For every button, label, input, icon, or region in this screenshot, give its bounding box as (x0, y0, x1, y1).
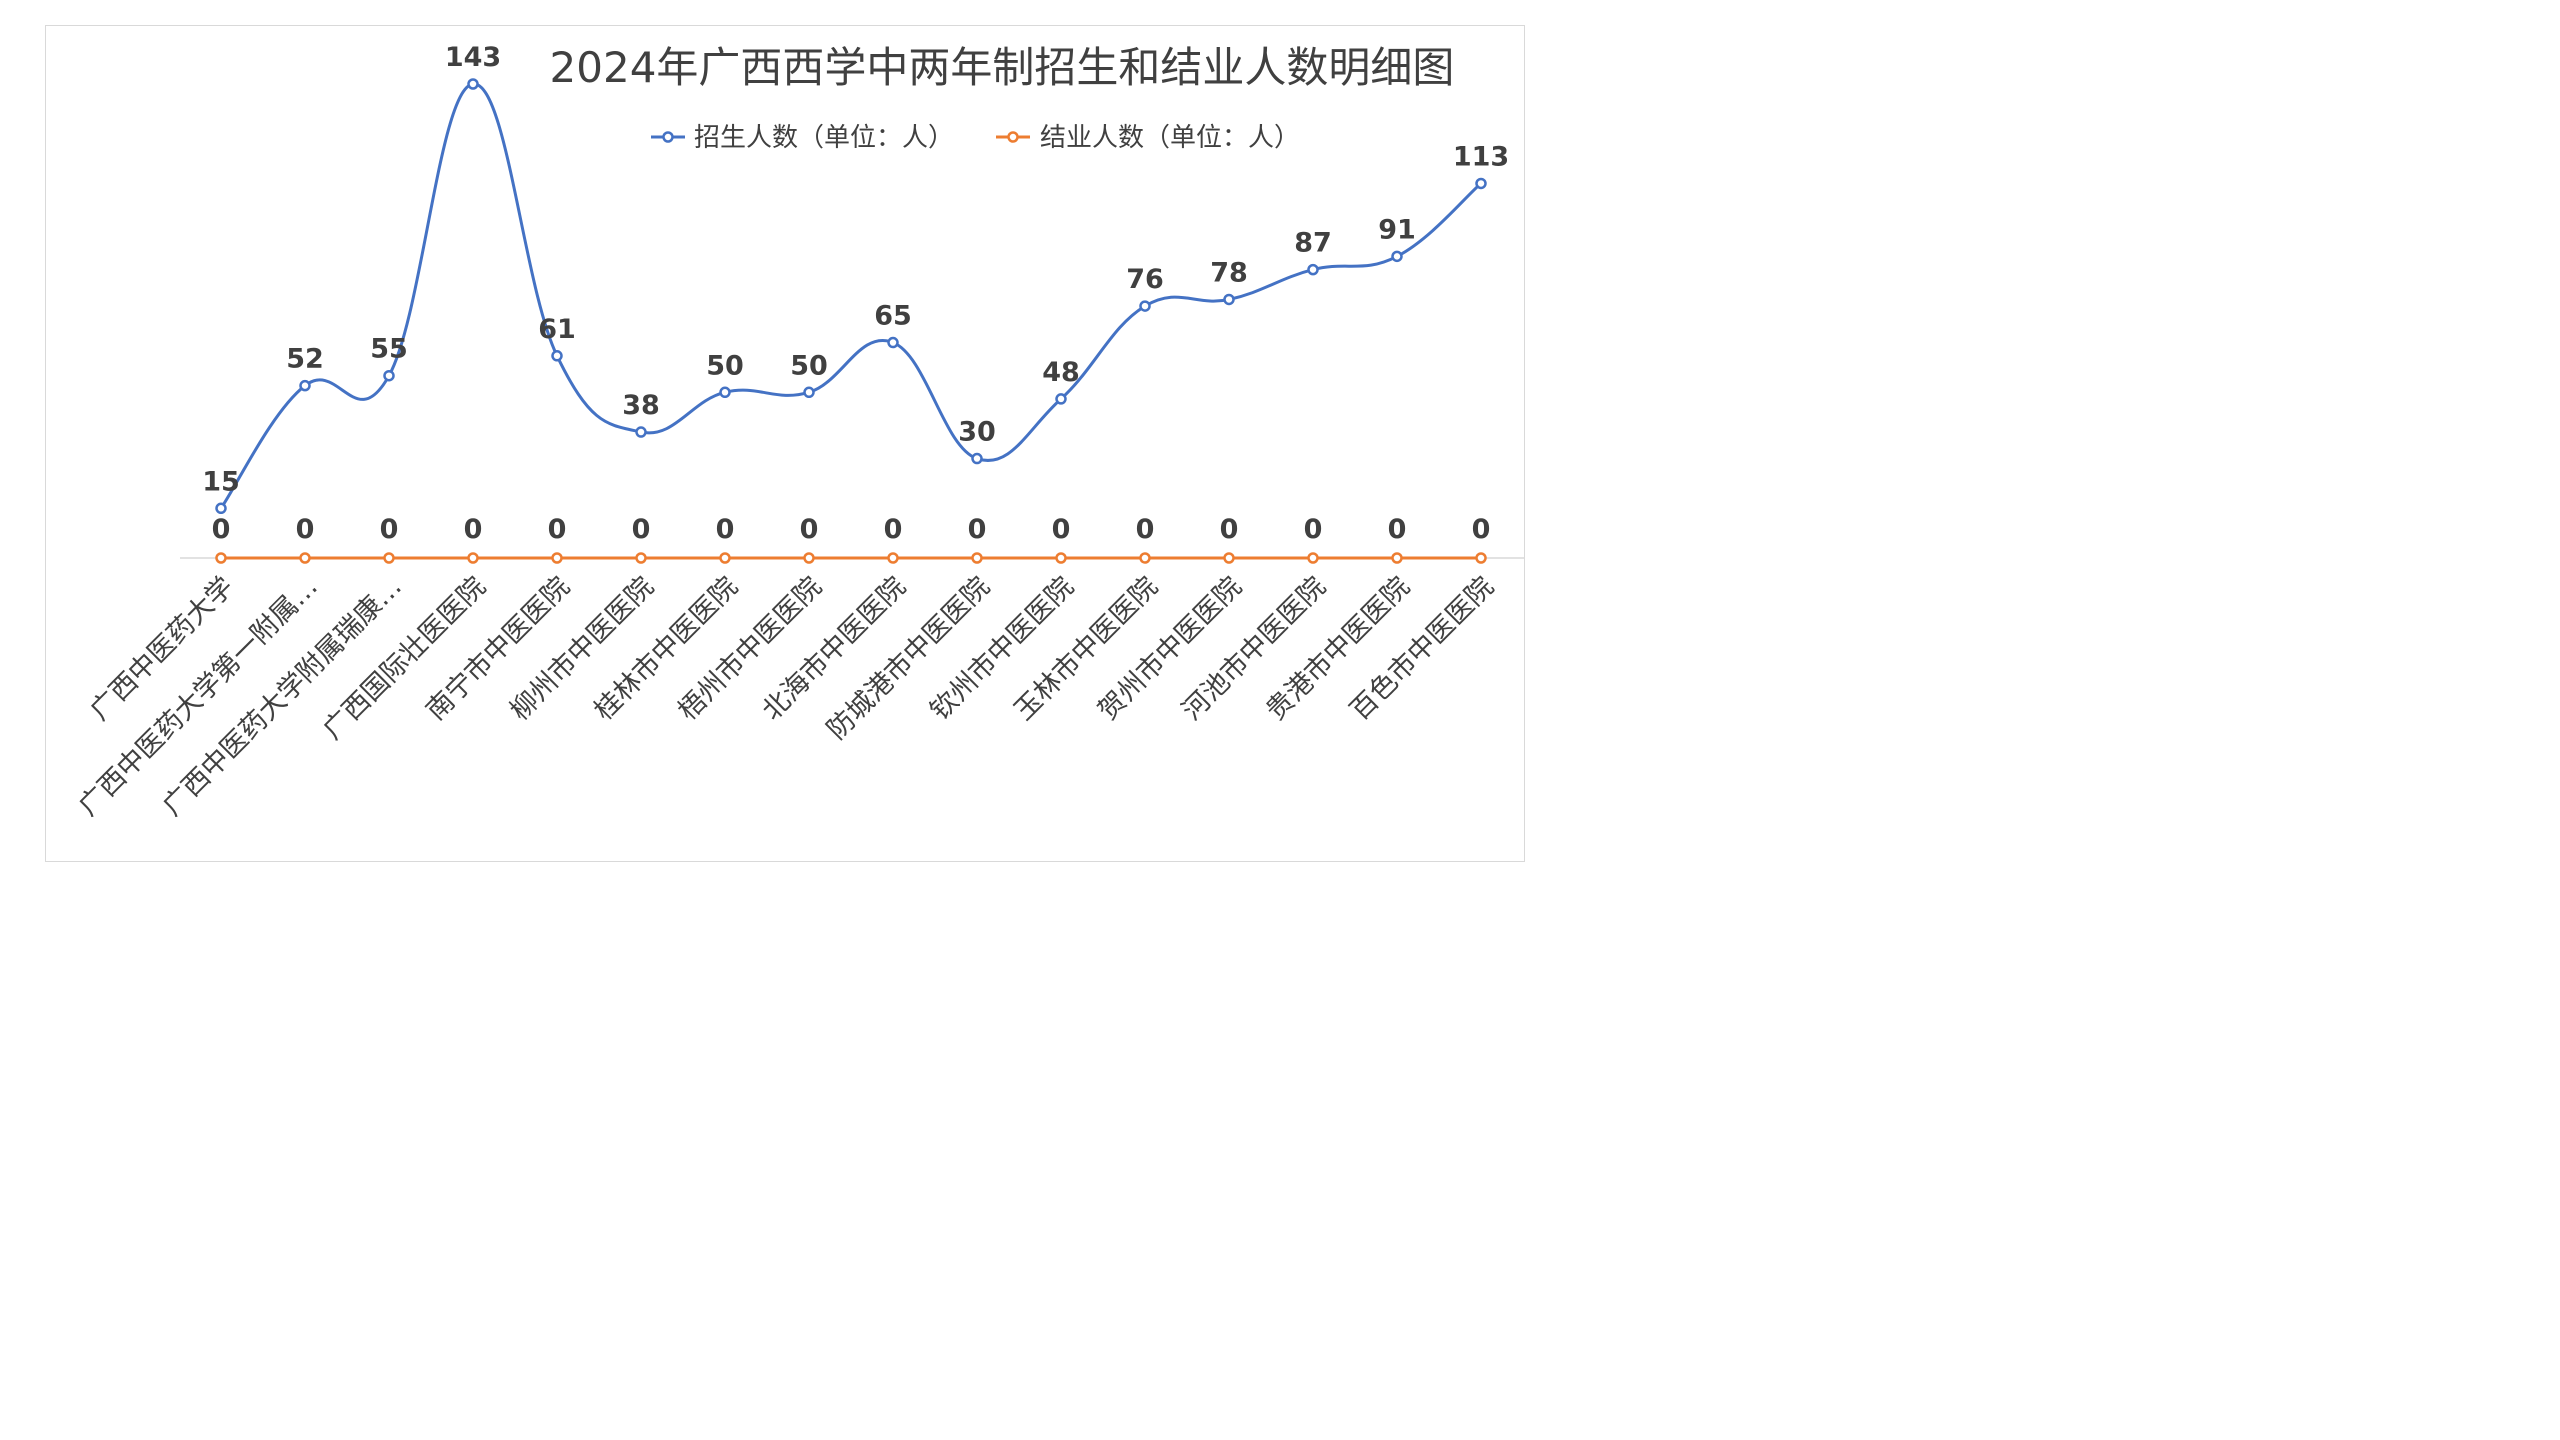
data-point-graduation-14 (1391, 552, 1403, 564)
data-label-enrollment-0: 15 (202, 466, 240, 497)
data-point-enrollment-6 (719, 386, 731, 399)
category-label-13: 河池市中医医院 (1176, 571, 1332, 727)
data-point-enrollment-13 (1307, 263, 1319, 276)
data-point-graduation-1 (299, 552, 311, 564)
data-point-enrollment-3 (467, 78, 479, 90)
data-label-enrollment-13: 87 (1294, 228, 1332, 259)
data-label-graduation-5: 0 (632, 514, 651, 545)
data-label-layer: 15 52 55 143 61 38 50 50 65 30 48 76 78 87 91 113 0 0 0 0 0 0… (202, 42, 1509, 545)
category-label-12: 贺州市中医医院 (1092, 571, 1248, 727)
data-label-enrollment-11: 76 (1126, 264, 1164, 295)
line-chart: 2024年广西西学中两年制招生和结业人数明细图 招生人数（单位：人） 结业人数（… (73, 42, 1524, 822)
data-point-graduation-15 (1475, 552, 1487, 564)
data-point-enrollment-14 (1391, 250, 1403, 263)
data-label-enrollment-8: 65 (874, 301, 912, 332)
category-label-6: 桂林市中医医院 (588, 571, 744, 727)
category-label-layer: 广西中医药大学广西中医药大学第一附属…广西中医药大学附属瑞康…广西国际壮医医院南… (73, 571, 1500, 822)
data-label-enrollment-10: 48 (1042, 357, 1080, 388)
data-label-graduation-15: 0 (1472, 514, 1491, 545)
category-label-5: 柳州市中医医院 (504, 571, 660, 727)
data-label-enrollment-2: 55 (370, 334, 408, 365)
data-point-enrollment-12 (1223, 293, 1235, 306)
legend-marker-enrollment (662, 131, 674, 143)
data-point-enrollment-9 (971, 452, 983, 465)
chart-legend: 招生人数（单位：人） 结业人数（单位：人） (651, 123, 1300, 153)
data-label-graduation-9: 0 (968, 514, 987, 545)
legend-item-enrollment: 招生人数（单位：人） (651, 123, 954, 153)
data-point-graduation-9 (971, 552, 983, 564)
data-point-graduation-5 (635, 552, 647, 564)
data-point-graduation-7 (803, 552, 815, 564)
data-label-graduation-1: 0 (296, 514, 315, 545)
data-label-graduation-0: 0 (212, 514, 231, 545)
legend-marker-graduation (1007, 131, 1019, 143)
data-point-graduation-4 (551, 552, 563, 564)
data-label-enrollment-1: 52 (286, 344, 324, 375)
category-label-8: 北海市中医医院 (756, 571, 912, 727)
category-label-7: 梧州市中医医院 (672, 571, 828, 727)
data-point-graduation-0 (215, 552, 227, 564)
data-label-graduation-10: 0 (1052, 514, 1071, 545)
category-label-0: 广西中医药大学 (84, 571, 240, 727)
data-label-graduation-13: 0 (1304, 514, 1323, 545)
data-point-enrollment-5 (635, 426, 647, 438)
category-label-14: 贵港市中医医院 (1260, 571, 1416, 727)
chart-frame (45, 25, 1525, 862)
data-label-graduation-6: 0 (716, 514, 735, 545)
data-label-enrollment-3: 143 (445, 42, 501, 73)
data-label-enrollment-15: 113 (1453, 141, 1509, 172)
data-point-enrollment-11 (1139, 300, 1151, 312)
legend-label-graduation: 结业人数（单位：人） (1040, 123, 1300, 153)
data-label-graduation-14: 0 (1388, 514, 1407, 545)
data-point-graduation-13 (1307, 552, 1319, 564)
category-label-4: 南宁市中医医院 (420, 571, 576, 727)
data-label-enrollment-5: 38 (622, 390, 660, 421)
category-label-15: 百色市中医医院 (1344, 571, 1500, 727)
chart-title: 2024年广西西学中两年制招生和结业人数明细图 (550, 43, 1455, 92)
data-label-graduation-3: 0 (464, 514, 483, 545)
data-point-enrollment-1 (299, 379, 311, 392)
data-point-enrollment-2 (383, 369, 395, 382)
data-label-graduation-12: 0 (1220, 514, 1239, 545)
data-label-enrollment-6: 50 (706, 350, 744, 381)
data-label-graduation-8: 0 (884, 514, 903, 545)
data-label-enrollment-7: 50 (790, 350, 828, 381)
data-point-graduation-12 (1223, 552, 1235, 564)
data-point-enrollment-7 (803, 386, 815, 399)
category-label-10: 钦州市中医医院 (924, 571, 1080, 727)
category-label-11: 玉林市中医医院 (1008, 571, 1164, 727)
data-point-graduation-6 (719, 552, 731, 564)
legend-item-graduation: 结业人数（单位：人） (996, 123, 1300, 153)
data-label-enrollment-4: 61 (538, 314, 576, 345)
data-point-graduation-8 (887, 552, 899, 564)
data-point-graduation-10 (1055, 552, 1067, 564)
data-point-enrollment-10 (1055, 393, 1067, 405)
series-layer (215, 78, 1487, 564)
data-label-graduation-11: 0 (1136, 514, 1155, 545)
data-point-graduation-2 (383, 552, 395, 564)
data-label-enrollment-12: 78 (1210, 257, 1248, 288)
legend-label-enrollment: 招生人数（单位：人） (694, 123, 954, 153)
data-point-enrollment-15 (1475, 177, 1487, 190)
data-point-graduation-3 (467, 552, 479, 564)
data-label-graduation-2: 0 (380, 514, 399, 545)
data-label-graduation-4: 0 (548, 514, 567, 545)
data-point-enrollment-8 (887, 336, 899, 349)
data-label-graduation-7: 0 (800, 514, 819, 545)
data-label-enrollment-9: 30 (958, 417, 996, 448)
data-point-enrollment-4 (551, 350, 563, 362)
data-point-graduation-11 (1139, 552, 1151, 564)
data-label-enrollment-14: 91 (1378, 214, 1416, 245)
data-point-enrollment-0 (215, 502, 227, 515)
